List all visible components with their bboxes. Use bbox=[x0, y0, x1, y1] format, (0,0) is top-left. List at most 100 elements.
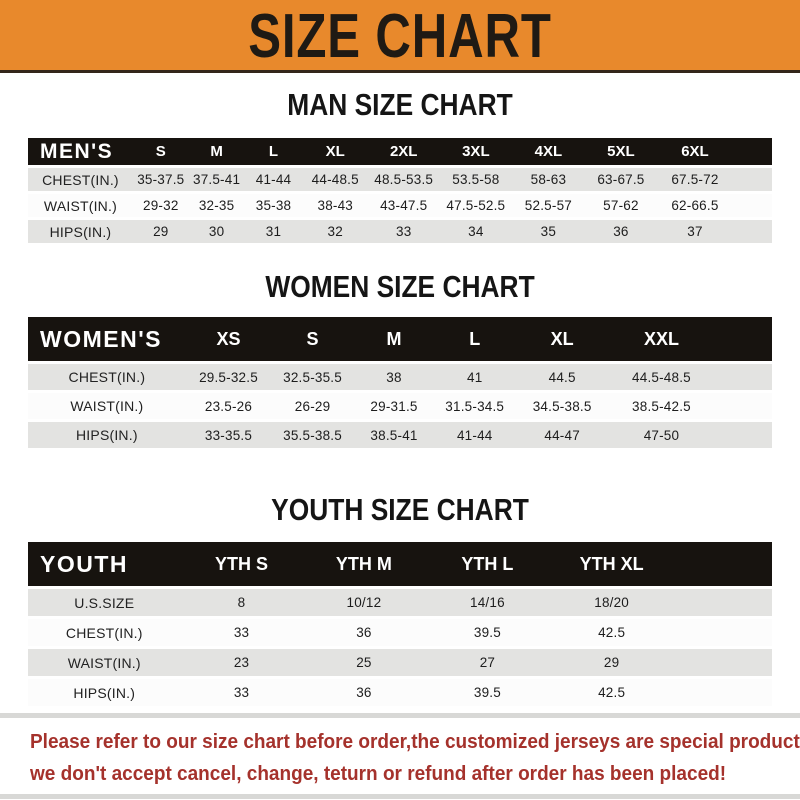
size-value-cell: 36 bbox=[356, 685, 372, 700]
table-row: CHEST(IN.) 35-37.5 37.5-41 41-44 44-48.5 48.5… bbox=[28, 168, 772, 191]
table-row: HIPS(IN.) 29 30 31 32 33 34 35 36 37 bbox=[28, 220, 772, 243]
size-column-header: YTH L bbox=[425, 542, 550, 586]
row-spacer bbox=[714, 364, 772, 390]
size-value-cell: 29 bbox=[603, 655, 620, 670]
youth-size-table: YOUTH YTH S YTH M YTH L YTH XL U.S.SIZE 8 10/… bbox=[28, 539, 772, 709]
row-spacer bbox=[733, 168, 772, 191]
women-size-table: WOMEN'S XS S M L XL XXL CHEST(IN.) 29.5-32.5 32… bbox=[28, 314, 772, 451]
row-label: WAIST(IN.) bbox=[70, 398, 144, 414]
size-value-cell: 31 bbox=[265, 224, 282, 239]
size-value-cell: 30 bbox=[208, 224, 225, 239]
size-column-header: M bbox=[353, 317, 435, 361]
man-section-title: MAN SIZE CHART bbox=[287, 87, 513, 122]
table-row: CHEST(IN.) 33 36 39.5 42.5 bbox=[28, 619, 772, 646]
row-label: HIPS(IN.) bbox=[49, 223, 112, 240]
size-value-cell: 62-66.5 bbox=[671, 198, 719, 213]
size-value-cell: 18/20 bbox=[594, 595, 630, 610]
size-column-header: YTH M bbox=[302, 542, 426, 586]
size-value-cell: 31.5-34.5 bbox=[445, 398, 505, 414]
row-label: CHEST(IN.) bbox=[65, 624, 143, 641]
size-value-cell: 37.5-41 bbox=[192, 172, 241, 187]
size-value-cell: 33 bbox=[233, 685, 250, 700]
size-value-cell: 48.5-53.5 bbox=[374, 172, 434, 187]
size-value-cell: 38.5-42.5 bbox=[632, 398, 691, 414]
row-label: CHEST(IN.) bbox=[68, 369, 146, 385]
row-label: CHEST(IN.) bbox=[42, 171, 119, 188]
footer-line-1: Please refer to our size chart before or… bbox=[30, 727, 800, 759]
size-value-cell: 34 bbox=[468, 224, 484, 239]
size-value-cell: 41-44 bbox=[456, 427, 493, 443]
size-value-cell: 41-44 bbox=[255, 172, 292, 187]
size-value-cell: 25 bbox=[356, 655, 372, 670]
table-row: HIPS(IN.) 33 36 39.5 42.5 bbox=[28, 679, 772, 706]
row-spacer bbox=[714, 393, 772, 419]
footer-line-2-text: we don't accept cancel, change, teturn o… bbox=[30, 763, 727, 785]
size-value-cell: 23.5-26 bbox=[204, 398, 253, 414]
header-spacer bbox=[673, 542, 772, 586]
size-value-cell: 67.5-72 bbox=[671, 172, 719, 187]
table-row: U.S.SIZE 8 10/12 14/16 18/20 bbox=[28, 589, 772, 616]
size-value-cell: 53.5-58 bbox=[452, 172, 500, 187]
size-value-cell: 38-43 bbox=[317, 198, 354, 213]
women-section-title: WOMEN SIZE CHART bbox=[265, 269, 535, 304]
row-spacer bbox=[674, 619, 772, 646]
size-value-cell: 33 bbox=[233, 625, 250, 640]
men-header-label: MEN'S bbox=[28, 138, 133, 165]
size-column-header: 6XL bbox=[657, 138, 733, 165]
size-value-cell: 35-38 bbox=[255, 198, 292, 213]
size-chart-banner: SIZE CHART bbox=[0, 0, 800, 73]
row-label: WAIST(IN.) bbox=[43, 197, 117, 214]
size-value-cell: 34.5-38.5 bbox=[532, 398, 592, 414]
row-spacer bbox=[714, 422, 772, 448]
table-row: WAIST(IN.) 23 25 27 29 bbox=[28, 649, 772, 676]
size-value-cell: 35 bbox=[540, 224, 557, 239]
footer-line-1-text: Please refer to our size chart before or… bbox=[30, 731, 800, 753]
size-value-cell: 44-48.5 bbox=[311, 172, 359, 187]
row-spacer bbox=[674, 649, 772, 676]
row-label: WAIST(IN.) bbox=[67, 654, 141, 671]
size-value-cell: 27 bbox=[479, 655, 496, 670]
size-value-cell: 63-67.5 bbox=[597, 172, 645, 187]
size-value-cell: 58-63 bbox=[530, 172, 567, 187]
size-value-cell: 47-50 bbox=[643, 427, 680, 443]
size-value-cell: 43-47.5 bbox=[380, 198, 428, 213]
size-value-cell: 36 bbox=[356, 625, 372, 640]
footer-disclaimer: Please refer to our size chart before or… bbox=[0, 727, 800, 791]
footer-line-2: we don't accept cancel, change, teturn o… bbox=[30, 759, 800, 791]
size-value-cell: 39.5 bbox=[473, 685, 501, 700]
size-value-cell: 14/16 bbox=[470, 595, 505, 610]
size-column-header: YTH S bbox=[180, 542, 303, 586]
size-column-header: 2XL bbox=[367, 138, 440, 165]
size-value-cell: 38.5-41 bbox=[370, 427, 418, 443]
row-spacer bbox=[733, 194, 772, 217]
size-value-cell: 52.5-57 bbox=[524, 198, 572, 213]
size-value-cell: 29 bbox=[153, 224, 169, 239]
table-row: CHEST(IN.) 29.5-32.5 32.5-35.5 38 41 44.5 44.5… bbox=[28, 364, 772, 390]
size-value-cell: 32 bbox=[327, 224, 343, 239]
size-value-cell: 37 bbox=[687, 224, 703, 239]
size-value-cell: 38 bbox=[386, 369, 402, 385]
size-value-cell: 47.5-52.5 bbox=[446, 198, 506, 213]
row-label: U.S.SIZE bbox=[74, 594, 135, 611]
men-size-table: MEN'S S M L XL 2XL 3XL 4XL 5XL 6XL CHEST(IN.) 35-… bbox=[28, 135, 772, 246]
row-spacer bbox=[674, 679, 772, 706]
size-column-header: L bbox=[244, 138, 303, 165]
size-value-cell: 29-32 bbox=[143, 198, 179, 213]
youth-header-label: YOUTH bbox=[28, 542, 181, 586]
divider-rule-bottom bbox=[0, 794, 800, 799]
size-column-header: 3XL bbox=[439, 138, 513, 165]
size-column-header: XS bbox=[185, 317, 272, 361]
size-value-cell: 8 bbox=[237, 595, 246, 610]
youth-header-row: YOUTH YTH S YTH M YTH L YTH XL bbox=[28, 542, 772, 586]
size-value-cell: 29.5-32.5 bbox=[199, 369, 258, 385]
row-spacer bbox=[674, 589, 772, 616]
size-column-header: M bbox=[188, 138, 245, 165]
header-spacer bbox=[713, 317, 772, 361]
size-value-cell: 10/12 bbox=[346, 595, 382, 610]
size-value-cell: 44.5 bbox=[548, 369, 576, 385]
size-value-cell: 35.5-38.5 bbox=[283, 427, 342, 443]
size-column-header: S bbox=[271, 317, 354, 361]
youth-section-title: YOUTH SIZE CHART bbox=[271, 492, 529, 527]
row-label: HIPS(IN.) bbox=[76, 427, 138, 443]
banner-title: SIZE CHART bbox=[248, 0, 552, 70]
